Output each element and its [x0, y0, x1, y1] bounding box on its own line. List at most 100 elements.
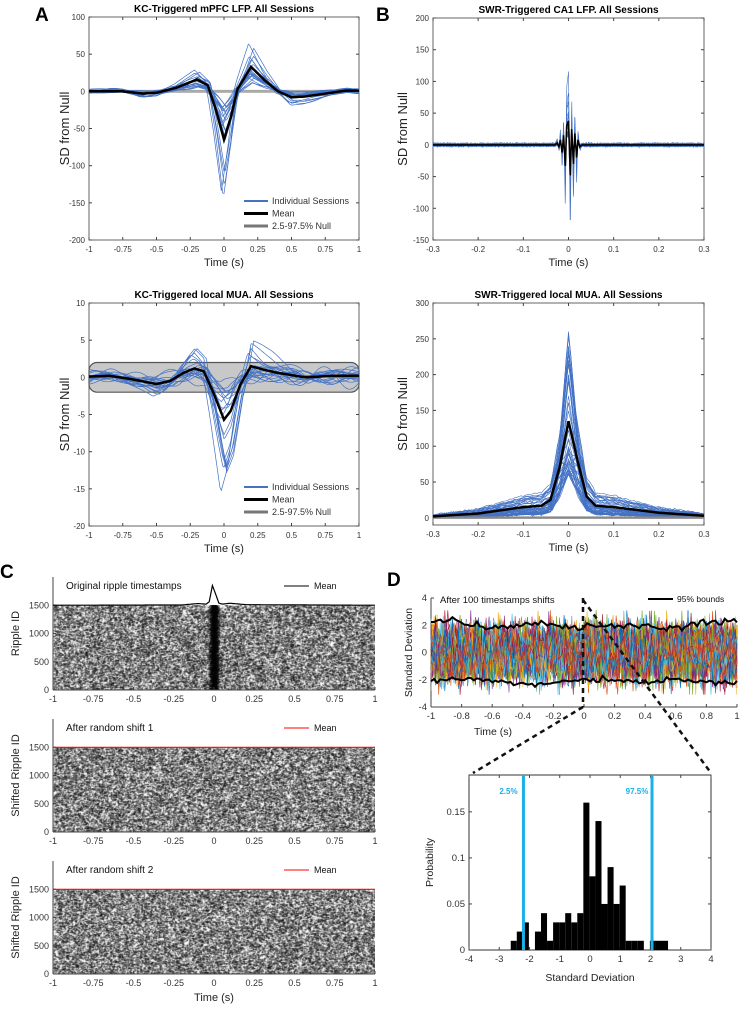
x-axis-label: Time (s) [204, 257, 244, 269]
legend-label: Mean [272, 209, 295, 219]
y-tick-label: 100 [416, 77, 430, 86]
legend-label: Mean [314, 723, 337, 733]
x-axis-label: Time (s) [549, 257, 589, 269]
y-tick-label: -50 [417, 173, 429, 182]
histogram-bar [577, 913, 584, 950]
y-tick-label: 0 [460, 945, 465, 956]
session-trace [432, 421, 704, 518]
y-tick-label: 0 [425, 514, 430, 523]
y-tick-label: 500 [34, 799, 49, 809]
y-tick-label: 150 [416, 46, 430, 55]
mean-trace [88, 364, 359, 423]
x-tick-label: -0.25 [163, 978, 184, 988]
x-tick-label: 0 [587, 954, 592, 965]
percentile-label: 97.5% [626, 787, 649, 796]
x-tick-label: 0.2 [608, 711, 621, 722]
session-trace [88, 368, 360, 390]
histogram-bar [613, 903, 620, 950]
histogram-bar [631, 940, 638, 950]
y-axis-label: Shifted Ripple ID [10, 876, 22, 959]
x-tick-label: 0 [566, 245, 571, 254]
x-tick-label: -0.25 [181, 531, 200, 540]
x-tick-label: -4 [465, 954, 473, 965]
y-tick-label: 1500 [29, 742, 49, 752]
legend-label: Mean [272, 495, 295, 505]
y-tick-label: 1000 [29, 771, 49, 781]
y-tick-label: -100 [413, 204, 430, 213]
x-tick-label: -0.1 [516, 245, 530, 254]
x-tick-label: 1 [357, 531, 362, 540]
x-tick-label: 0.4 [639, 711, 652, 722]
y-axis-label: Ripple ID [10, 611, 22, 656]
session-trace [432, 346, 705, 518]
raster-title: After random shift 2 [66, 865, 154, 876]
bound-trace [430, 674, 738, 689]
raster-title: Original ripple timestamps [66, 581, 182, 592]
chart-title: SWR-Triggered CA1 LFP. All Sessions [478, 5, 658, 16]
x-tick-label: 1 [372, 694, 377, 704]
session-trace [88, 343, 360, 440]
axes-box [88, 302, 360, 527]
histogram-bar [661, 940, 669, 950]
x-tick-label: 0 [566, 530, 571, 539]
panel-letter-b: B [376, 5, 390, 26]
y-tick-label: -150 [69, 199, 86, 208]
x-tick-label: -0.75 [83, 836, 104, 846]
x-tick-label: -0.75 [83, 978, 104, 988]
y-axis-label: SD from Null [395, 92, 410, 166]
raster-original [53, 605, 375, 691]
session-trace [88, 370, 360, 399]
x-tick-label: -0.6 [484, 711, 500, 722]
y-tick-label: 50 [420, 109, 429, 118]
x-tick-label: -1 [49, 978, 57, 988]
y-tick-label: -200 [69, 236, 86, 245]
x-tick-label: -0.75 [83, 694, 104, 704]
y-axis-label: Shifted Ripple ID [10, 734, 22, 817]
panel-letter-a: A [35, 5, 49, 26]
chart-title: After 100 timestamps shifts [440, 595, 555, 606]
x-tick-label: 2 [648, 954, 653, 965]
x-tick-label: 0.5 [288, 694, 301, 704]
y-tick-label: 100 [416, 442, 430, 451]
raster-title: After random shift 1 [66, 723, 154, 734]
y-axis-label: SD from Null [395, 377, 410, 451]
y-tick-label: -4 [419, 702, 427, 713]
x-tick-label: 0.75 [326, 978, 344, 988]
y-tick-label: 2 [422, 620, 427, 631]
x-tick-label: -1 [556, 954, 564, 965]
zoom-connector-line [472, 705, 584, 775]
y-tick-label: 200 [416, 14, 430, 23]
x-axis-label: Time (s) [204, 543, 244, 555]
x-tick-label: 1 [734, 711, 739, 722]
legend-label: Mean [314, 865, 337, 875]
histogram-bar [655, 940, 662, 950]
x-tick-label: 1 [372, 978, 377, 988]
session-trace [88, 82, 360, 112]
session-trace [89, 70, 360, 108]
histogram-bar [522, 922, 529, 950]
x-tick-label: 0 [581, 711, 586, 722]
session-trace [88, 366, 360, 390]
x-tick-label: -1 [427, 711, 435, 722]
raster-shift-1 [53, 747, 375, 833]
mean-trace [433, 120, 704, 176]
x-tick-label: 0.75 [317, 245, 333, 254]
percentile-label: 2.5% [499, 787, 517, 796]
y-tick-label: -150 [413, 236, 430, 245]
x-tick-label: 0.75 [326, 836, 344, 846]
mean-trace [89, 64, 359, 145]
x-tick-label: -0.5 [126, 694, 142, 704]
null-band [89, 89, 359, 93]
x-tick-label: 0.2 [653, 245, 665, 254]
y-tick-label: 0 [81, 373, 86, 382]
x-tick-label: -0.5 [126, 978, 142, 988]
histogram-bar [637, 940, 644, 950]
y-tick-label: 0 [44, 969, 49, 979]
x-tick-label: 0.5 [286, 245, 298, 254]
y-tick-label: 4 [422, 593, 427, 604]
x-axis-label: Standard Deviation [545, 972, 634, 984]
legend-label: Individual Sessions [272, 482, 350, 492]
x-tick-label: -1 [85, 531, 93, 540]
x-tick-label: 4 [708, 954, 713, 965]
